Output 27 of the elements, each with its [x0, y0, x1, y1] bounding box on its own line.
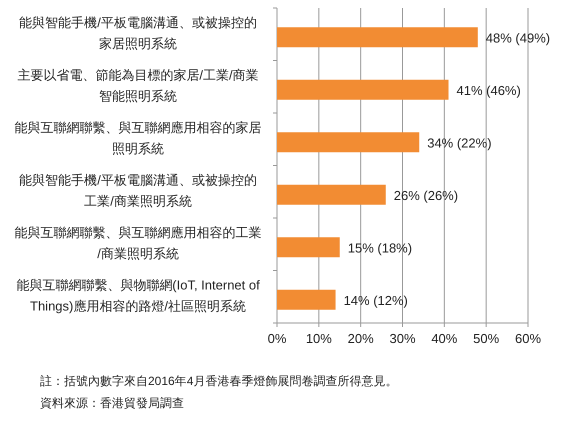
data-label: 14% (12%) [344, 292, 408, 308]
x-tick-label: 20% [348, 331, 374, 346]
x-tick-label: 60% [514, 331, 542, 346]
y-tick-label: 能與互聯網聯繫、與互聯網應用相容的工業/商業照明系統 [14, 224, 262, 261]
x-tick-label: 50% [473, 331, 500, 346]
x-tick-label: 40% [431, 331, 458, 346]
data-label: 41% (46%) [456, 82, 521, 98]
bar [277, 132, 420, 152]
bar [277, 290, 336, 310]
y-tick-label: 主要以省電、節能為目標的家居/工業/商業智能照明系統 [17, 67, 259, 104]
data-label: 48% (49%) [486, 30, 550, 46]
data-label: 34% (22%) [427, 135, 492, 150]
x-tick-label: 10% [306, 331, 332, 346]
bar [277, 237, 340, 258]
y-tick-label: 能與智能手機/平板電腦溝通、或被操控的家居照明系統 [19, 14, 257, 51]
y-tick-label: 能與互聯網聯繫、與物聯網(IoT, Internet of Things)應用相容的路燈/社區照明系統 [16, 277, 260, 314]
y-tick-label: 能與互聯網聯繫、與互聯網應用相容的家居照明系統 [14, 120, 262, 156]
data-label: 15% (18%) [348, 240, 412, 256]
bar [277, 184, 386, 205]
text: 註：括號內數字來自2016年4月香港春季燈飾展問卷調查所得意見。 [40, 374, 398, 388]
y-tick-label: 能與智能手機/平板電腦溝通、或被操控的工業/商業照明系統 [19, 172, 257, 208]
data-label: 26% (26%) [394, 188, 458, 203]
bar [277, 27, 478, 48]
source-note: 資料來源：香港貿發局調查 [40, 396, 184, 410]
bar [277, 80, 449, 100]
x-tick-label: 30% [389, 331, 416, 346]
x-tick-label: 0% [268, 331, 287, 346]
